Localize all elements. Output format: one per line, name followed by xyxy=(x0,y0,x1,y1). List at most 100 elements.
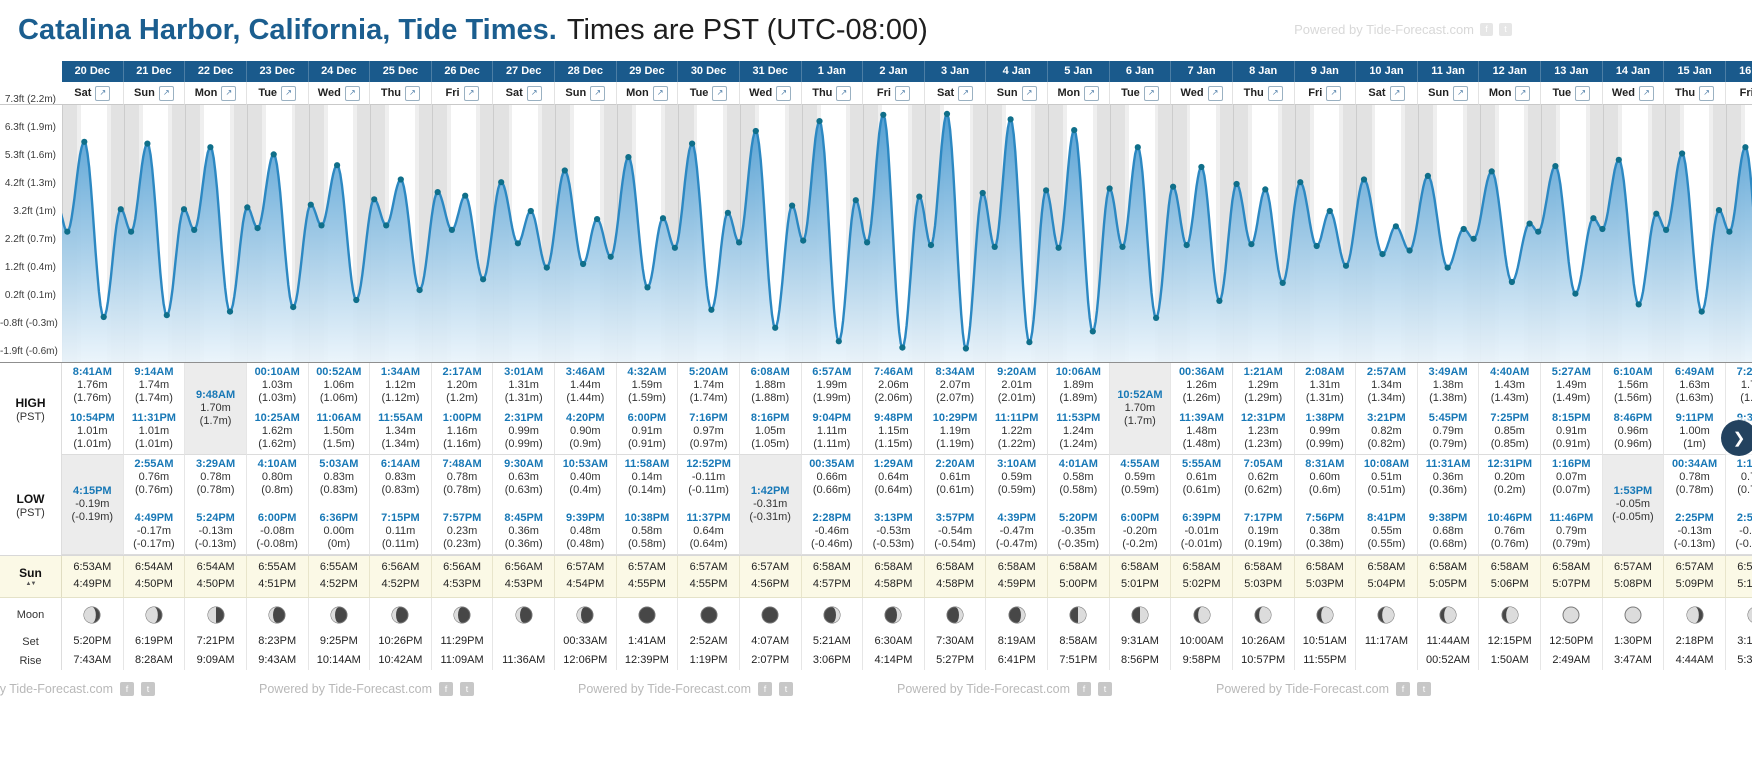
expand-day-icon[interactable]: ↗ xyxy=(95,85,111,101)
tide-height: 1.59m xyxy=(631,379,663,391)
sun-times-cell: 6:57AM 5:10PM xyxy=(1725,556,1752,597)
sunrise-time: 6:55AM xyxy=(319,561,358,573)
y-axis-label: -1.9ft (-0.6m) xyxy=(0,346,58,357)
expand-day-icon[interactable]: ↗ xyxy=(1699,85,1715,101)
weekday-cell: Tue ↗ xyxy=(678,82,740,105)
sunset-time: 4:55PM xyxy=(689,578,728,590)
tide-height: 1.62m xyxy=(261,425,293,437)
expand-day-icon[interactable]: ↗ xyxy=(344,85,360,101)
tide-time: 8:45PM xyxy=(504,512,543,524)
next-page-button[interactable]: ❯ xyxy=(1721,420,1752,456)
low-tide-cell: 4:15PM -0.19m (-0.19m) xyxy=(62,455,124,555)
tide-entry: 00:10AM 1.03m (1.03m) xyxy=(247,366,308,405)
expand-day-icon[interactable]: ↗ xyxy=(158,85,174,101)
tide-height-alt: (-0.35m) xyxy=(1057,538,1100,550)
tide-entry: 9:11PM 1.00m (1m) xyxy=(1664,412,1725,451)
sunset-time: 5:10PM xyxy=(1737,578,1752,590)
expand-day-icon[interactable]: ↗ xyxy=(836,85,852,101)
expand-day-icon[interactable]: ↗ xyxy=(221,85,237,101)
tide-height: 0.59m xyxy=(1001,471,1032,483)
tide-time: 7:46AM xyxy=(873,366,913,378)
expand-day-icon[interactable]: ↗ xyxy=(281,85,297,101)
expand-day-icon[interactable]: ↗ xyxy=(1575,85,1591,101)
tide-height-alt: (1.15m) xyxy=(874,438,913,450)
tide-time: 2:56PM xyxy=(1736,512,1752,524)
moon-phase-icon xyxy=(1171,598,1233,632)
expand-day-icon[interactable]: ↗ xyxy=(1267,85,1283,101)
tide-entry: 10:08AM 0.51m (0.51m) xyxy=(1356,458,1417,497)
expand-day-icon[interactable]: ↗ xyxy=(463,85,479,101)
tide-time: 4:55AM xyxy=(1120,458,1160,470)
tide-height-alt: (1.7m) xyxy=(199,415,232,427)
date-cells: 20 Dec 21 Dec 22 Dec 23 Dec 24 Dec 25 Dec 26 D… xyxy=(62,61,1752,82)
expand-day-icon[interactable]: ↗ xyxy=(652,85,668,101)
tide-time: 4:40AM xyxy=(1490,366,1530,378)
date-header: 6 Jan xyxy=(1110,61,1172,82)
tide-entry: 5:24PM -0.13m (-0.13m) xyxy=(185,512,246,551)
tide-height-alt: (1.19m) xyxy=(936,438,975,450)
expand-day-icon[interactable]: ↗ xyxy=(1389,85,1405,101)
tide-height: 0.63m xyxy=(508,471,539,483)
tide-height-alt: (0.96m) xyxy=(1613,438,1652,450)
tide-time: 4:49PM xyxy=(134,512,174,524)
weekday-cell: Thu ↗ xyxy=(1664,82,1726,105)
tide-height-alt: (0.61m) xyxy=(936,484,975,496)
sun-times-cell: 6:58AM 4:58PM xyxy=(863,556,925,597)
page-header: Catalina Harbor, California, Tide Times.… xyxy=(0,0,1752,61)
tide-time: 9:11PM xyxy=(1675,412,1714,424)
tide-entry: 5:20PM -0.35m (-0.35m) xyxy=(1048,512,1109,551)
expand-day-icon[interactable]: ↗ xyxy=(712,85,728,101)
footer-watermark: Powered by Tide-Forecast.com ft xyxy=(0,682,155,696)
expand-day-icon[interactable]: ↗ xyxy=(590,85,606,101)
tide-time: 10:25AM xyxy=(254,412,300,424)
expand-day-icon[interactable]: ↗ xyxy=(894,85,910,101)
tide-height: 0.48m xyxy=(570,525,601,537)
tide-height-alt: (1.74m) xyxy=(689,392,728,404)
moonrise-cell: 00:52AM xyxy=(1417,651,1480,670)
sun-times-cell: 6:58AM 5:06PM xyxy=(1479,556,1541,597)
tide-time: 2:20AM xyxy=(935,458,975,470)
tide-height-alt: (1.62m) xyxy=(258,438,297,450)
expand-day-icon[interactable]: ↗ xyxy=(1143,85,1159,101)
date-header: 15 Jan xyxy=(1664,61,1726,82)
moonrise-cell: 2:49AM xyxy=(1541,651,1603,670)
low-tide-cell: 12:52PM -0.11m (-0.11m) 11:37PM 0.64m (0.64m) xyxy=(678,455,740,555)
low-tide-cell: 10:53AM 0.40m (0.4m) 9:39PM 0.48m (0.48m) xyxy=(555,455,617,555)
low-tide-cell: 00:35AM 0.66m (0.66m) 2:28PM -0.46m (-0.46m) xyxy=(801,455,864,555)
sun-times-cell: 6:58AM 4:59PM xyxy=(986,556,1048,597)
facebook-icon: f xyxy=(1396,682,1410,696)
low-tide-cell: 5:55AM 0.61m (0.61m) 6:39PM -0.01m (-0.01m) xyxy=(1171,455,1233,555)
tide-height: 0.62m xyxy=(1247,471,1279,483)
expand-day-icon[interactable]: ↗ xyxy=(1021,85,1037,101)
tide-entry: 3:46AM 1.44m (1.44m) xyxy=(555,366,616,405)
sun-times-cell: 6:57AM 5:08PM xyxy=(1602,556,1665,597)
tide-height: -0.20m xyxy=(1122,525,1158,537)
sunset-time: 5:08PM xyxy=(1613,578,1652,590)
expand-day-icon[interactable]: ↗ xyxy=(1207,85,1223,101)
moonset-cell: 12:15PM xyxy=(1479,632,1541,651)
expand-day-icon[interactable]: ↗ xyxy=(526,85,542,101)
tide-entry: 9:04PM 1.11m (1.11m) xyxy=(802,412,863,451)
sun-times-cell: 6:57AM 5:09PM xyxy=(1664,556,1726,597)
expand-day-icon[interactable]: ↗ xyxy=(1326,85,1342,101)
expand-day-icon[interactable]: ↗ xyxy=(776,85,792,101)
tide-entry: 9:30AM 0.63m (0.63m) xyxy=(493,458,554,497)
expand-day-icon[interactable]: ↗ xyxy=(1084,85,1100,101)
moonset-cell: 7:30AM xyxy=(924,632,987,651)
expand-day-icon[interactable]: ↗ xyxy=(1452,85,1468,101)
tide-height-alt: (1.44m) xyxy=(566,392,605,404)
tide-entry: 8:45PM 0.36m (0.36m) xyxy=(493,512,554,551)
expand-day-icon[interactable]: ↗ xyxy=(958,85,974,101)
moonrise-cells: 7:43AM 8:28AM 9:09AM 9:43AM 10:14AM 10:42AM 11… xyxy=(62,651,1752,670)
date-header: 27 Dec xyxy=(493,61,555,82)
moonset-cell: 6:30AM xyxy=(863,632,925,651)
expand-day-icon[interactable]: ↗ xyxy=(1638,85,1654,101)
tide-height: 1.03m xyxy=(261,379,293,391)
tide-height: 1.16m xyxy=(446,425,478,437)
expand-day-icon[interactable]: ↗ xyxy=(405,85,421,101)
tide-entry: 1:34AM 1.12m (1.12m) xyxy=(370,366,431,405)
tide-height-alt: (1.34m) xyxy=(381,438,420,450)
moonset-cell: 3:10PM xyxy=(1725,632,1752,651)
expand-day-icon[interactable]: ↗ xyxy=(1515,85,1531,101)
